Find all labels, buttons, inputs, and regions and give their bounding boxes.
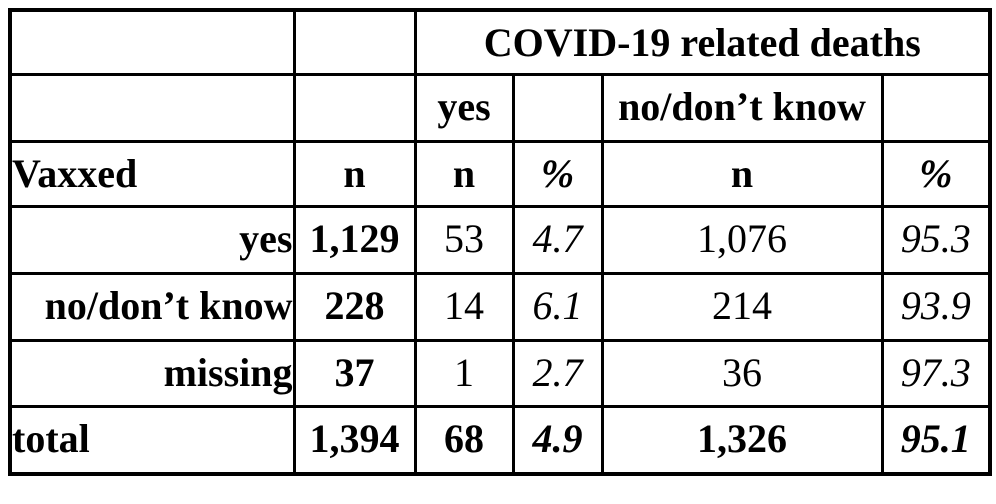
deaths-no-pct-cell: 95.3 (880, 204, 992, 275)
row-label: missing (8, 338, 296, 408)
vaxxed-vs-covid-deaths-table-wrapper: COVID-19 related deaths yes no/don’t kno… (8, 8, 993, 476)
total-n-cell: 228 (292, 271, 417, 342)
deaths-no-n-cell: 1,076 (600, 204, 884, 275)
total-n-cell: 37 (292, 338, 417, 408)
header-deaths-yes-pct: % (511, 139, 604, 208)
row-label: no/don’t know (8, 271, 296, 342)
deaths-no-n-cell: 214 (600, 271, 884, 342)
empty-cell (292, 72, 417, 143)
total-row-label: total (8, 404, 296, 476)
header-vaxxed: Vaxxed (8, 139, 296, 208)
group-header-deaths-no: no/don’t know (600, 72, 884, 143)
total-n-cell: 1,394 (292, 404, 417, 476)
column-header-row: Vaxxed n n % n % (8, 139, 992, 208)
deaths-yes-n-cell: 14 (413, 271, 515, 342)
total-n-cell: 1,129 (292, 204, 417, 275)
deaths-yes-n-cell: 53 (413, 204, 515, 275)
empty-cell (511, 72, 604, 143)
empty-cell (8, 72, 296, 143)
deaths-yes-n-cell: 68 (413, 404, 515, 476)
data-row-vaxxed-yes: yes 1,129 53 4.7 1,076 95.3 (8, 204, 992, 275)
deaths-yes-pct-cell: 4.9 (511, 404, 604, 476)
vaxxed-vs-covid-deaths-table: COVID-19 related deaths yes no/don’t kno… (8, 8, 993, 476)
header-deaths-no-pct: % (880, 139, 992, 208)
deaths-yes-pct-cell: 4.7 (511, 204, 604, 275)
deaths-no-n-cell: 36 (600, 338, 884, 408)
empty-cell (8, 8, 296, 76)
deaths-no-pct-cell: 97.3 (880, 338, 992, 408)
covid-deaths-spanner-header: COVID-19 related deaths (413, 8, 992, 76)
header-deaths-yes-n: n (413, 139, 515, 208)
deaths-yes-n-cell: 1 (413, 338, 515, 408)
header-deaths-no-n: n (600, 139, 884, 208)
spanner-header-row: COVID-19 related deaths (8, 8, 992, 76)
row-label: yes (8, 204, 296, 275)
deaths-yes-pct-cell: 2.7 (511, 338, 604, 408)
group-header-deaths-yes: yes (413, 72, 515, 143)
empty-cell (292, 8, 417, 76)
total-row: total 1,394 68 4.9 1,326 95.1 (8, 404, 992, 476)
deaths-yes-pct-cell: 6.1 (511, 271, 604, 342)
data-row-vaxxed-no-dont-know: no/don’t know 228 14 6.1 214 93.9 (8, 271, 992, 342)
empty-cell (880, 72, 992, 143)
deaths-no-n-cell: 1,326 (600, 404, 884, 476)
deaths-no-pct-cell: 93.9 (880, 271, 992, 342)
group-header-row: yes no/don’t know (8, 72, 992, 143)
deaths-no-pct-cell: 95.1 (880, 404, 992, 476)
header-total-n: n (292, 139, 417, 208)
data-row-vaxxed-missing: missing 37 1 2.7 36 97.3 (8, 338, 992, 408)
